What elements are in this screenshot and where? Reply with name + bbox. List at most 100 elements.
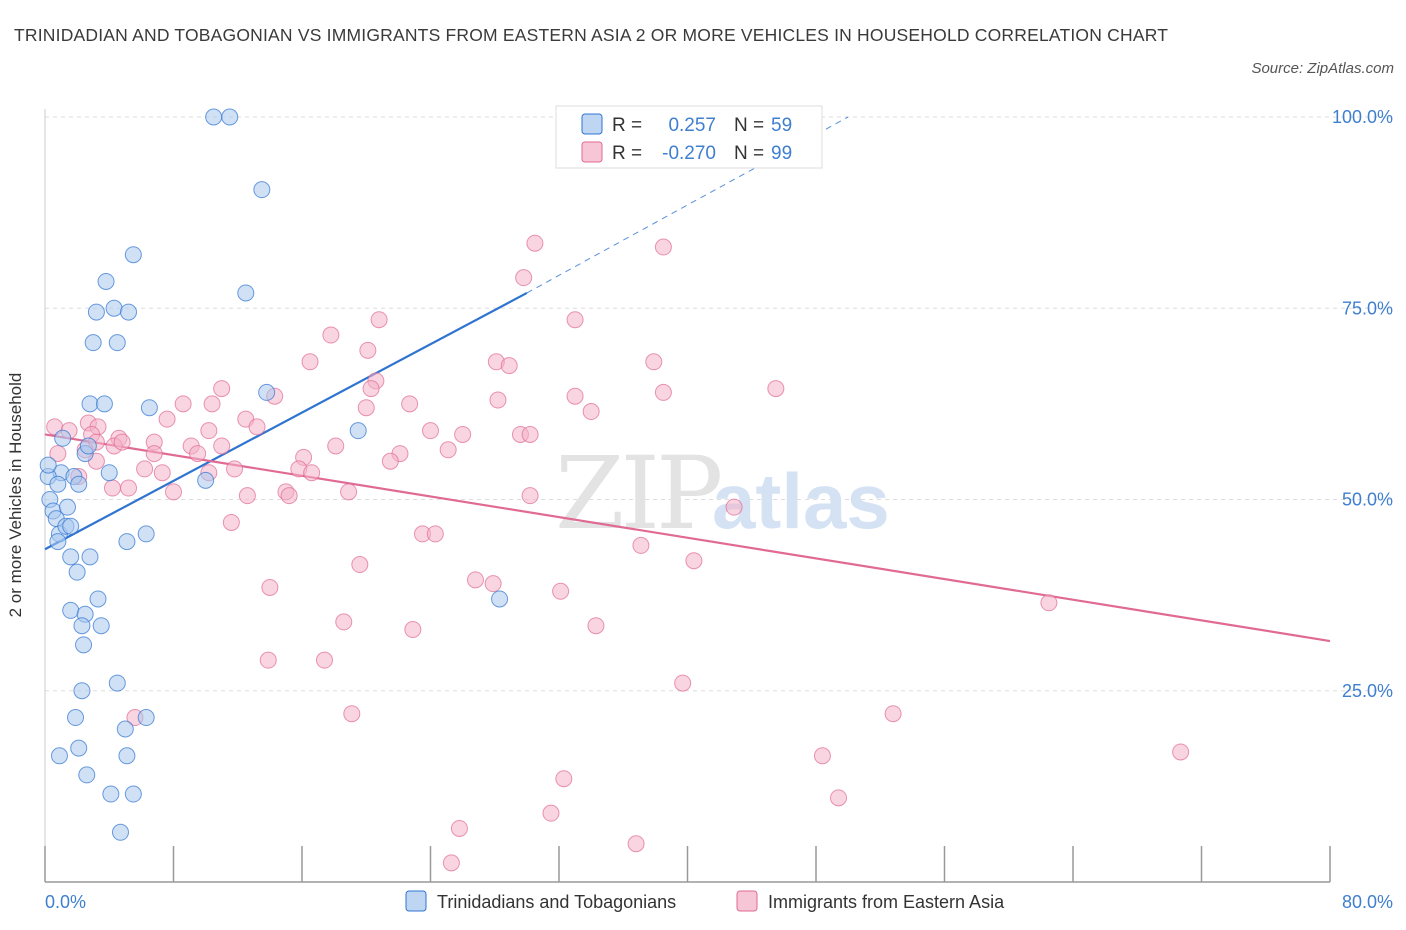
eastern-asia-point [165, 483, 182, 501]
eastern-asia-point [401, 395, 419, 413]
stats-legend-n-value: 59 [771, 115, 792, 136]
trinidadian-point [62, 601, 80, 619]
watermark-atlas: atlas [712, 457, 890, 545]
eastern-asia-point [280, 487, 298, 505]
series-legend-label: Trinidadians and Tobagonians [437, 892, 676, 912]
eastern-asia-point [370, 311, 388, 329]
trinidadian-point [118, 533, 136, 551]
eastern-asia-point [351, 556, 369, 574]
stats-legend-r-value: -0.270 [662, 143, 716, 164]
trinidadian-point [49, 533, 67, 551]
y-tick-label: 25.0% [1342, 681, 1393, 701]
eastern-asia-point [813, 747, 831, 765]
eastern-asia-point [767, 380, 785, 398]
eastern-asia-point [829, 789, 847, 807]
eastern-asia-point [521, 487, 539, 505]
eastern-asia-point [259, 651, 277, 669]
trinidadian-point [137, 525, 155, 543]
eastern-asia-point [450, 819, 468, 837]
trinidadian-point [253, 181, 271, 199]
series-legend-label: Immigrants from Eastern Asia [768, 892, 1005, 912]
eastern-asia-point [555, 770, 573, 788]
eastern-asia-point [357, 399, 375, 417]
eastern-asia-point [627, 835, 645, 853]
trinidadian-point [140, 399, 158, 417]
trinidadian-point [89, 590, 107, 608]
trinidadian-point [491, 590, 509, 608]
eastern-asia-point [120, 479, 138, 497]
trinidadian-point [197, 471, 215, 489]
eastern-asia-point [200, 422, 218, 440]
data-points [39, 108, 1190, 872]
eastern-asia-point [884, 705, 902, 723]
y-tick-label: 50.0% [1342, 490, 1393, 510]
trinidadian-point [237, 284, 255, 302]
trinidadian-point [70, 475, 88, 493]
series-legend: Trinidadians and Tobagonians Immigrants f… [405, 890, 1005, 912]
trinidadian-point [73, 617, 91, 635]
series-legend-swatch [736, 890, 758, 912]
trinidadian-point [118, 747, 136, 765]
trinidadian-point [108, 334, 126, 352]
eastern-asia-point [158, 410, 176, 428]
eastern-asia-point [404, 621, 422, 639]
eastern-asia-point [315, 651, 333, 669]
eastern-asia-point [226, 460, 244, 478]
eastern-asia-point [587, 617, 605, 635]
trinidadian-point [124, 246, 142, 264]
trinidadian-point [137, 709, 155, 727]
eastern-asia-point [113, 433, 131, 451]
trinidadian-point [73, 682, 91, 700]
eastern-asia-point [674, 674, 692, 692]
trinidadian-point [68, 563, 86, 581]
eastern-asia-point [466, 571, 484, 589]
eastern-asia-point [566, 311, 584, 329]
trinidadian-point [97, 272, 115, 290]
stats-legend-swatch [581, 113, 603, 135]
eastern-asia-point [381, 452, 399, 470]
stats-legend-swatch [581, 141, 603, 163]
trinidadian-point [75, 636, 93, 654]
trinidadian-point [105, 299, 123, 317]
eastern-asia-point [515, 269, 533, 287]
eastern-asia-point [442, 854, 460, 872]
trend-lines [44, 116, 1331, 643]
trinidadian-point [81, 548, 99, 566]
chart-source: Source: ZipAtlas.com [1251, 60, 1394, 77]
trinidadian-point [62, 517, 80, 535]
trinidadian-point [108, 674, 126, 692]
eastern-asia-point [322, 326, 340, 344]
stats-legend-r-label: R = [612, 143, 642, 164]
eastern-asia-point [49, 445, 67, 463]
eastern-asia-point [422, 422, 439, 440]
trinidadian-point [116, 720, 134, 738]
trinidadian-point [120, 303, 138, 321]
eastern-asia-point [303, 464, 321, 482]
eastern-asia-point [454, 425, 472, 443]
stats-legend-r-label: R = [612, 115, 642, 136]
eastern-asia-point [343, 705, 361, 723]
watermark-zip: ZIP [555, 435, 720, 552]
eastern-asia-point [174, 395, 192, 413]
eastern-asia-point [552, 582, 570, 600]
trinidadian-point [102, 785, 120, 803]
x-tick-label-min: 0.0% [45, 892, 86, 912]
trend-line-eastern-asia [44, 433, 1331, 643]
trinidadian-point [84, 334, 102, 352]
trinidadian-point [67, 709, 85, 727]
eastern-asia-point [566, 387, 584, 405]
trinidadian-point [95, 395, 113, 413]
trinidadian-point [58, 498, 76, 516]
tick-labels: 25.0% 50.0% 75.0% 100.0% 0.0% 80.0% [45, 107, 1393, 912]
trinidadian-point [205, 108, 223, 126]
eastern-asia-point [301, 353, 319, 371]
trinidadian-point [54, 429, 72, 447]
y-tick-label: 100.0% [1332, 107, 1393, 127]
eastern-asia-point [654, 383, 672, 401]
trinidadian-point [221, 108, 239, 126]
trinidadian-point [87, 303, 105, 321]
chart-title: TRINIDADIAN AND TOBAGONIAN VS IMMIGRANTS… [14, 25, 1169, 45]
trinidadian-point [39, 456, 57, 474]
stats-legend: R = 0.257 N = 59 R = -0.270 N = 99 [555, 105, 823, 169]
